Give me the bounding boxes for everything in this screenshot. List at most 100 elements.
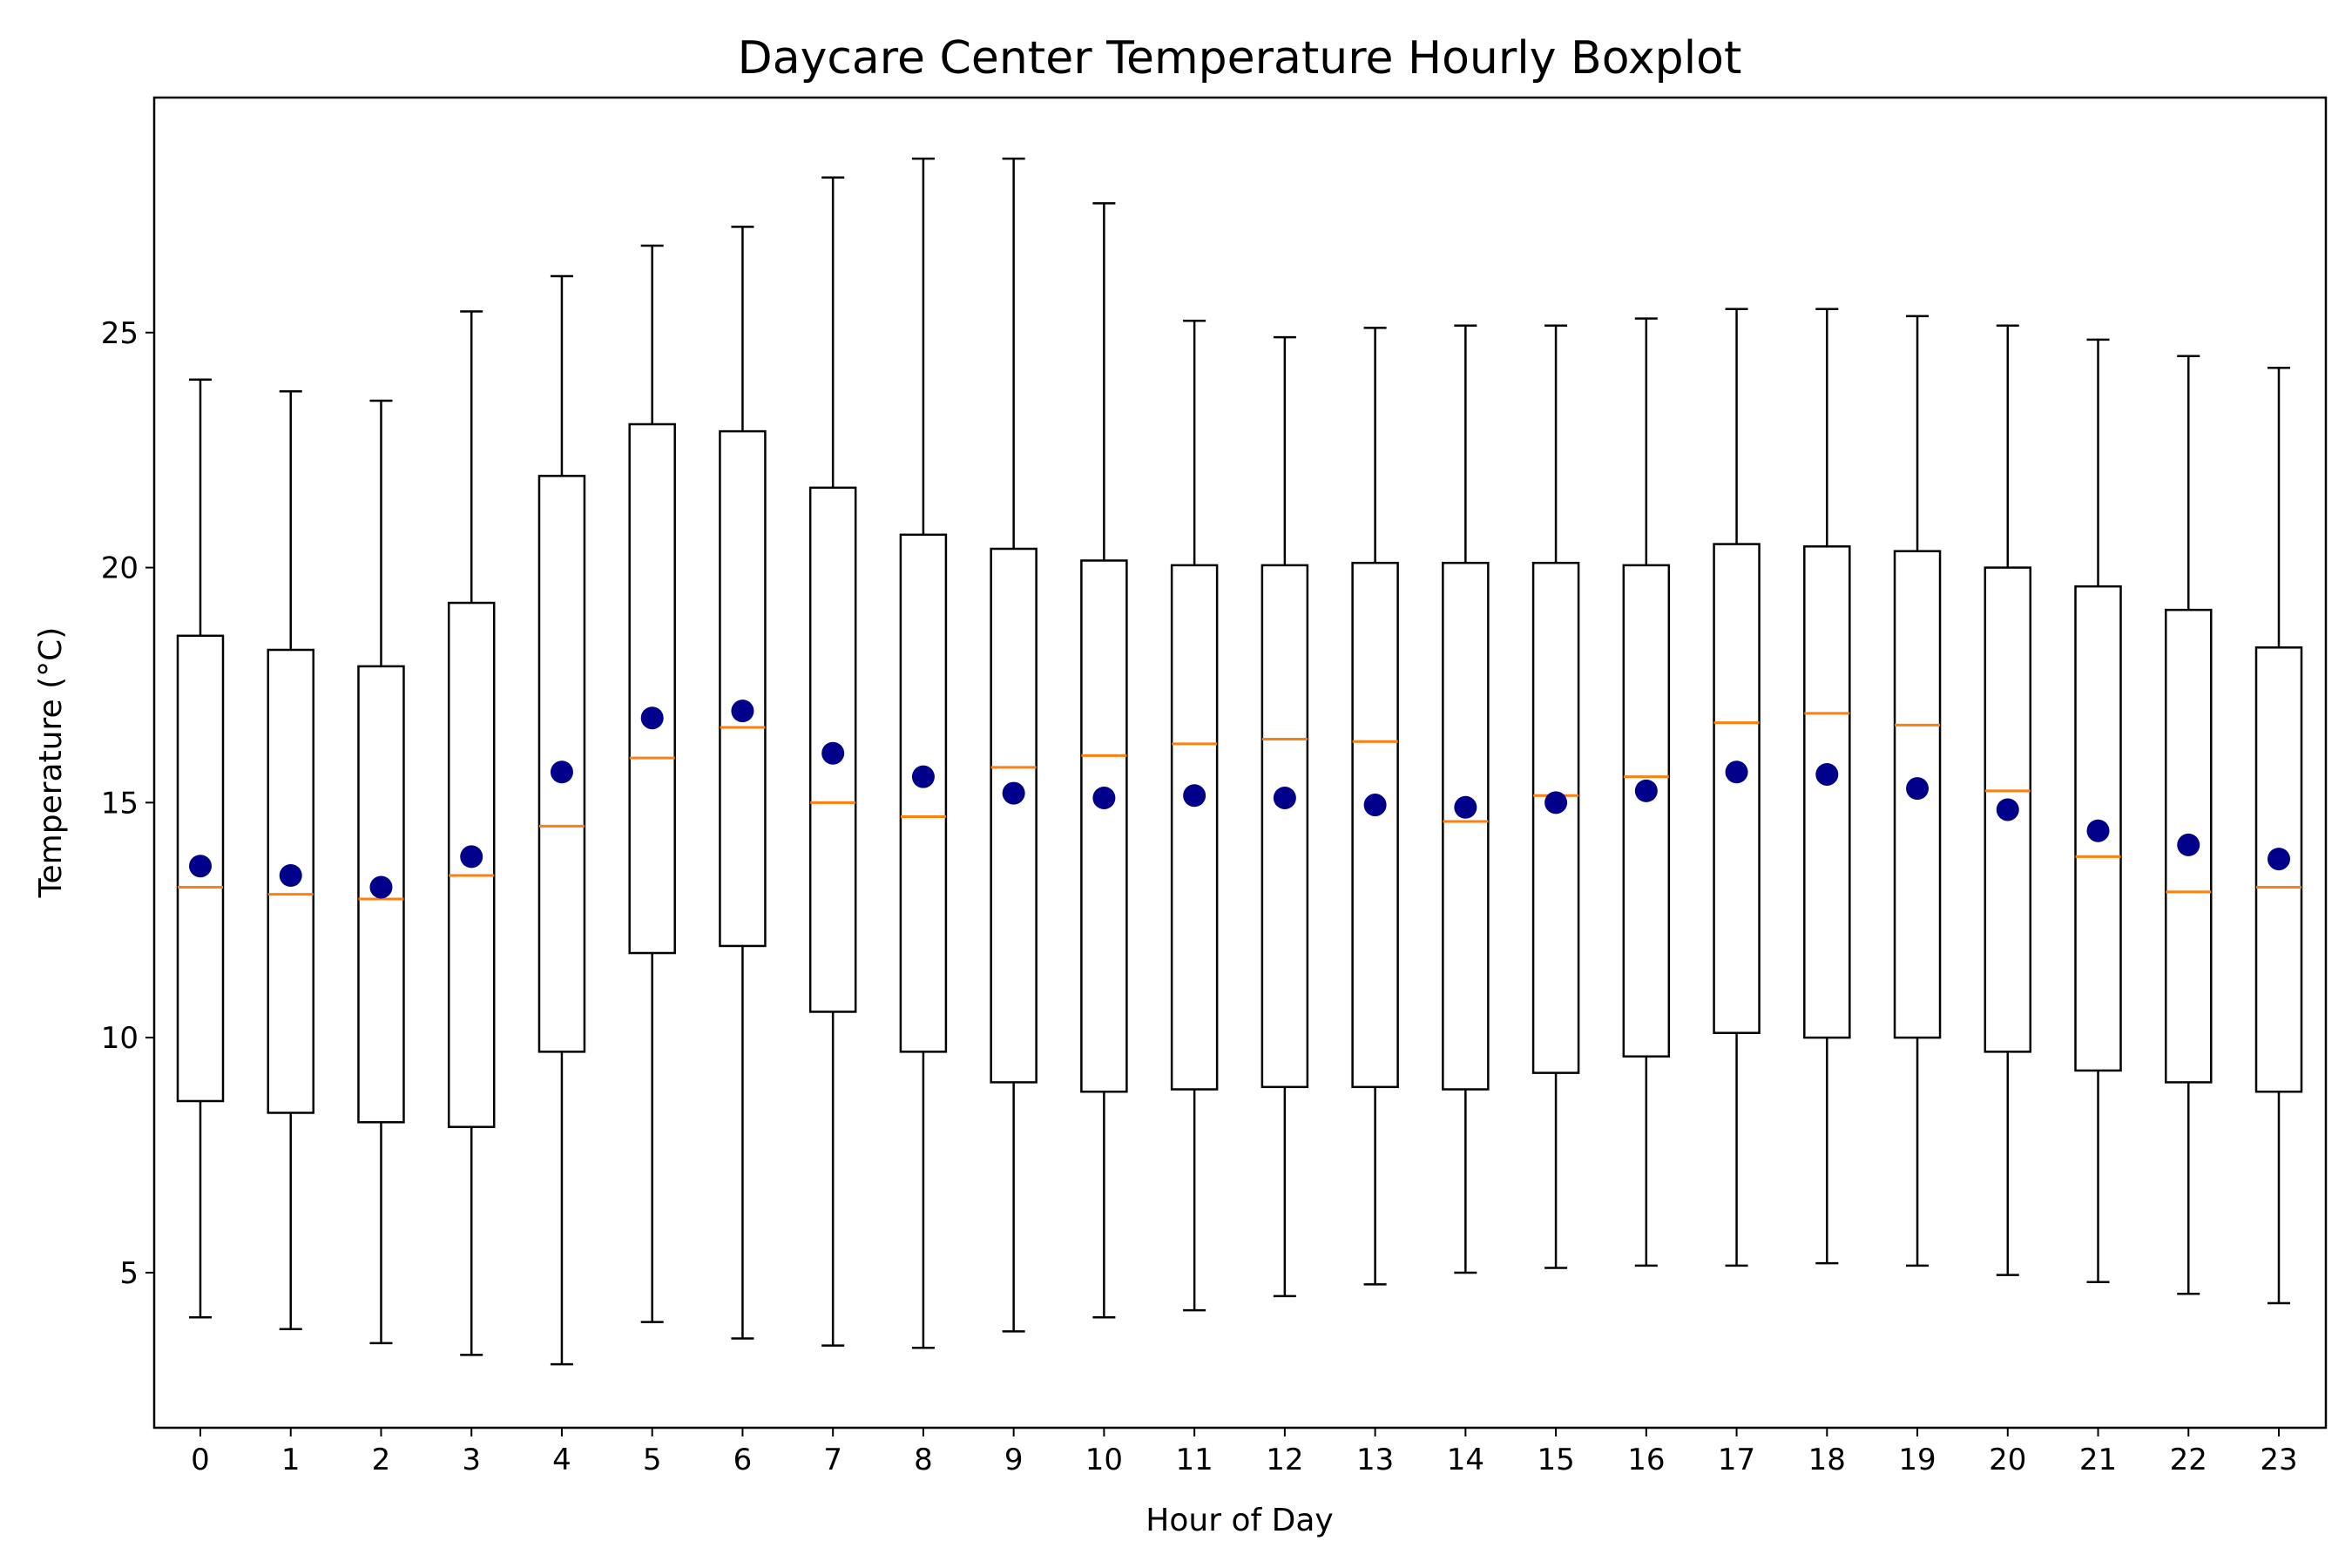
mean-point <box>1725 760 1748 784</box>
x-tick-label: 23 <box>2260 1443 2297 1477</box>
iqr-box <box>628 422 676 955</box>
box-group <box>1713 308 1761 1267</box>
mean-point <box>2177 833 2200 856</box>
x-tick-label: 15 <box>1537 1443 1574 1477</box>
mean-point <box>1996 798 2019 821</box>
mean-point <box>2086 819 2110 842</box>
x-tick-label: 5 <box>643 1443 662 1477</box>
box-group <box>1351 327 1399 1286</box>
y-tick-label: 25 <box>101 316 139 351</box>
box-group <box>899 157 948 1349</box>
iqr-box <box>2074 585 2122 1072</box>
iqr-box <box>899 533 948 1053</box>
y-tick-label: 20 <box>101 551 139 586</box>
mean-point <box>1363 794 1387 817</box>
box-group <box>447 310 496 1356</box>
mean-point <box>1815 762 1839 786</box>
mean-point <box>1454 795 1477 819</box>
box-group <box>1531 324 1580 1269</box>
mean-point <box>1906 777 1930 801</box>
box-group <box>2165 355 2213 1295</box>
x-tick-label: 4 <box>552 1443 571 1477</box>
box-group <box>719 226 767 1340</box>
y-tick-label: 15 <box>101 786 139 821</box>
x-tick-label: 1 <box>281 1443 301 1477</box>
x-tick-label: 13 <box>1356 1443 1394 1477</box>
iqr-box <box>1351 561 1399 1089</box>
x-tick-label: 8 <box>914 1443 933 1477</box>
box-group <box>176 378 225 1319</box>
iqr-box <box>447 601 496 1128</box>
box-group <box>1984 324 2032 1276</box>
iqr-box <box>2165 608 2213 1084</box>
mean-point <box>640 706 664 730</box>
iqr-box <box>1622 564 1671 1058</box>
x-tick-label: 12 <box>1266 1443 1303 1477</box>
iqr-box <box>267 648 314 1114</box>
box-group <box>1622 317 1671 1267</box>
box-group <box>1442 324 1490 1274</box>
y-tick-label: 10 <box>101 1021 139 1056</box>
iqr-box <box>808 486 857 1013</box>
plot-layer <box>176 157 2303 1366</box>
iqr-box <box>537 475 586 1053</box>
x-axis-label: Hour of Day <box>1146 1503 1333 1538</box>
x-tick-label: 0 <box>191 1443 210 1477</box>
iqr-box <box>2254 646 2303 1093</box>
mean-point <box>550 760 573 784</box>
plot-area-frame <box>152 96 2328 1429</box>
x-tick-label: 20 <box>1989 1443 2026 1477</box>
x-tick-label: 16 <box>1627 1443 1665 1477</box>
x-tick-label: 6 <box>733 1443 753 1477</box>
mean-point <box>731 700 754 723</box>
mean-point <box>1273 786 1296 809</box>
iqr-box <box>1442 561 1490 1091</box>
mean-point <box>1002 781 1025 805</box>
box-group <box>628 244 676 1323</box>
iqr-box <box>719 429 767 948</box>
box-group <box>1803 308 1851 1265</box>
box-group <box>537 274 586 1366</box>
mean-point <box>189 855 212 878</box>
x-tick-label: 14 <box>1447 1443 1484 1477</box>
box-group <box>990 157 1037 1333</box>
x-tick-label: 17 <box>1718 1443 1755 1477</box>
iqr-box <box>1531 561 1580 1074</box>
x-tick-label: 18 <box>1808 1443 1846 1477</box>
box-group <box>357 399 405 1345</box>
iqr-box <box>176 634 225 1103</box>
iqr-box <box>1893 550 1942 1039</box>
mean-point <box>821 741 845 765</box>
x-tick-label: 3 <box>462 1443 481 1477</box>
x-tick-label: 22 <box>2170 1443 2207 1477</box>
iqr-box <box>1080 559 1128 1093</box>
iqr-box <box>357 665 405 1124</box>
x-tick-label: 11 <box>1175 1443 1213 1477</box>
chart-title: Daycare Center Temperature Hourly Boxplo… <box>738 32 1742 84</box>
iqr-box <box>1260 564 1309 1089</box>
box-group <box>1170 320 1219 1312</box>
mean-point <box>369 875 393 899</box>
iqr-box <box>990 547 1037 1084</box>
x-tick-label: 10 <box>1085 1443 1123 1477</box>
box-group <box>2254 367 2303 1305</box>
box-group <box>2074 338 2122 1283</box>
x-tick-label: 7 <box>823 1443 842 1477</box>
mean-point <box>1634 779 1658 802</box>
x-tick-label: 21 <box>2079 1443 2117 1477</box>
box-group <box>1893 314 1942 1267</box>
box-group <box>808 176 857 1347</box>
box-group <box>1260 335 1309 1298</box>
iqr-box <box>1713 543 1761 1035</box>
x-tick-label: 9 <box>1004 1443 1024 1477</box>
y-tick-label: 5 <box>119 1256 139 1291</box>
iqr-box <box>1984 566 2032 1053</box>
mean-point <box>1183 784 1206 808</box>
mean-point <box>2268 848 2290 871</box>
x-tick-label: 2 <box>372 1443 391 1477</box>
mean-point <box>279 863 302 887</box>
box-group <box>1080 202 1128 1319</box>
y-axis-label: Temperature (°C) <box>33 627 69 899</box>
